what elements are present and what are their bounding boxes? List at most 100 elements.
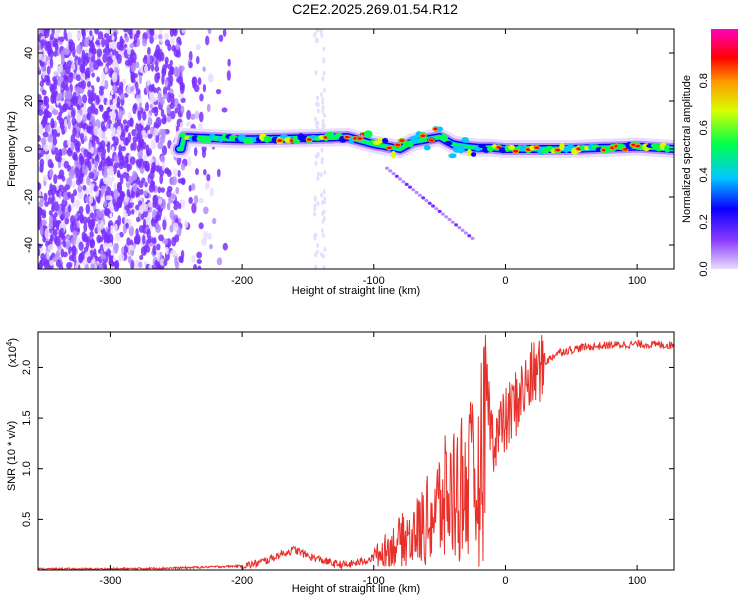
spectrogram-noise-blob bbox=[94, 40, 101, 46]
spectrogram-noise-blob bbox=[100, 140, 106, 150]
spectrogram-noise-blob bbox=[126, 188, 131, 198]
spectrogram-signal-blob bbox=[664, 144, 671, 153]
spectrogram-noise-blob bbox=[197, 265, 202, 269]
spectrogram-streak-blob bbox=[112, 73, 116, 79]
spectrogram-noise-blob bbox=[138, 74, 142, 85]
spectrogram-noise-blob bbox=[137, 110, 142, 121]
spectrogram-noise-blob bbox=[177, 202, 182, 210]
spectrogram-noise-blob bbox=[76, 86, 81, 96]
spectrogram-noise-blob bbox=[207, 232, 212, 241]
spectrogram-noise-blob bbox=[86, 256, 92, 264]
spectrogram-noise-blob bbox=[143, 65, 149, 73]
spectrogram-noise-blob bbox=[209, 187, 214, 197]
spectrogram-noise-blob bbox=[130, 62, 137, 73]
spectrogram-streak-blob bbox=[322, 46, 326, 52]
spectrogram-noise-blob bbox=[126, 85, 131, 95]
colorbar-tick-label: 0.4 bbox=[698, 167, 710, 182]
spectrogram-noise-blob bbox=[38, 207, 43, 216]
spectrogram-peak-blob bbox=[419, 133, 427, 139]
spectrogram-signal-blob bbox=[478, 143, 486, 148]
spectrogram-noise-blob bbox=[38, 263, 42, 269]
spectrogram-noise-blob bbox=[79, 132, 85, 141]
spectrogram-noise-blob bbox=[155, 165, 160, 173]
spectrogram-noise-blob bbox=[106, 143, 111, 154]
spectrogram-noise-blob bbox=[75, 178, 82, 186]
spectrogram-noise-blob bbox=[71, 180, 76, 188]
spectrogram-noise-blob bbox=[54, 201, 59, 212]
spectrogram-noise-blob bbox=[141, 129, 147, 136]
spectrogram-noise-blob bbox=[52, 137, 58, 146]
spectrogram-streak-blob bbox=[315, 101, 319, 107]
spectrogram-noise-blob bbox=[204, 183, 210, 190]
spectrogram-noise-blob bbox=[159, 155, 166, 163]
spectrogram-streak-blob bbox=[111, 146, 115, 152]
spectrogram-noise-blob bbox=[160, 187, 166, 193]
spectrogram-noise-blob bbox=[133, 33, 138, 45]
spectrogram-noise-blob bbox=[164, 39, 171, 47]
spectrogram-noise-blob bbox=[162, 93, 168, 100]
spectrogram-noise-blob bbox=[146, 228, 151, 240]
spectrogram-noise-blob bbox=[127, 29, 133, 35]
spectrogram-noise-blob bbox=[130, 85, 135, 92]
spectrogram-noise-blob bbox=[79, 155, 85, 166]
spectrogram-noise-blob bbox=[178, 255, 183, 263]
spectrogram-x-tick-label: -100 bbox=[363, 275, 385, 287]
spectrogram-noise-blob bbox=[129, 156, 136, 165]
spectrogram-noise-blob bbox=[89, 212, 95, 219]
spectrogram-branch-blob bbox=[427, 201, 432, 205]
spectrogram-noise-blob bbox=[58, 63, 64, 73]
spectrogram-noise-blob bbox=[139, 188, 144, 196]
spectrogram-noise-blob bbox=[222, 242, 228, 251]
spectrogram-noise-blob bbox=[52, 70, 58, 77]
spectrogram-noise-blob bbox=[128, 225, 135, 237]
spectrogram-noise-blob bbox=[81, 231, 87, 242]
spectrogram-noise-blob bbox=[66, 114, 71, 122]
spectrogram-noise-blob bbox=[89, 30, 93, 37]
spectrogram-x-tick-label: -300 bbox=[99, 275, 121, 287]
spectrogram-noise-blob bbox=[78, 122, 84, 129]
spectrogram-noise-blob bbox=[43, 100, 48, 106]
spectrogram-noise-blob bbox=[102, 242, 109, 251]
spectrogram-noise-blob bbox=[116, 125, 122, 137]
spectrogram-signal-blob bbox=[559, 142, 565, 151]
spectrogram-noise-blob bbox=[44, 228, 50, 240]
spectrogram-noise-blob bbox=[95, 94, 100, 105]
spectrogram-noise-blob bbox=[135, 159, 140, 166]
spectrogram-noise-blob bbox=[116, 101, 121, 109]
spectrogram-noise-blob bbox=[128, 244, 135, 251]
spectrogram-noise-blob bbox=[142, 234, 146, 245]
spectrogram-noise-blob bbox=[52, 40, 58, 48]
spectrogram-noise-blob bbox=[139, 254, 144, 261]
snr-x-tick-label: 100 bbox=[628, 575, 646, 587]
spectrogram-noise-blob bbox=[43, 110, 49, 116]
spectrogram-noise-blob bbox=[147, 236, 152, 244]
spectrogram-noise-blob bbox=[157, 186, 162, 194]
spectrogram-noise-blob bbox=[88, 161, 92, 172]
spectrogram-noise-blob bbox=[160, 108, 165, 118]
spectrogram-noise-blob bbox=[138, 261, 143, 268]
spectrogram-noise-blob bbox=[140, 246, 147, 257]
spectrogram-streak-blob bbox=[110, 228, 114, 234]
spectrogram-noise-blob bbox=[169, 193, 176, 200]
spectrogram-x-tick-label: 0 bbox=[502, 275, 508, 287]
spectrogram-noise-blob bbox=[96, 136, 100, 145]
spectrogram-noise-blob bbox=[152, 244, 157, 256]
snr-y-tick-label: 2.0 bbox=[21, 360, 33, 375]
spectrogram-signal-blob bbox=[439, 133, 449, 141]
spectrogram-signal-blob bbox=[508, 144, 515, 150]
spectrogram-noise-blob bbox=[191, 254, 196, 263]
spectrogram-noise-blob bbox=[120, 93, 126, 100]
spectrogram-noise-blob bbox=[136, 88, 141, 95]
spectrogram-noise-blob bbox=[198, 222, 204, 230]
spectrogram-noise-blob bbox=[67, 72, 74, 84]
spectrogram-noise-blob bbox=[205, 35, 210, 46]
spectrogram-noise-blob bbox=[86, 81, 92, 88]
spectrogram-noise-blob bbox=[94, 108, 99, 116]
spectrogram-noise-blob bbox=[143, 190, 148, 197]
spectrogram-noise-blob bbox=[98, 88, 104, 96]
spectrogram-noise-blob bbox=[202, 169, 207, 176]
spectrogram-noise-blob bbox=[161, 74, 165, 85]
spectrogram-noise-blob bbox=[64, 184, 71, 191]
spectrogram-noise-blob bbox=[190, 113, 196, 120]
